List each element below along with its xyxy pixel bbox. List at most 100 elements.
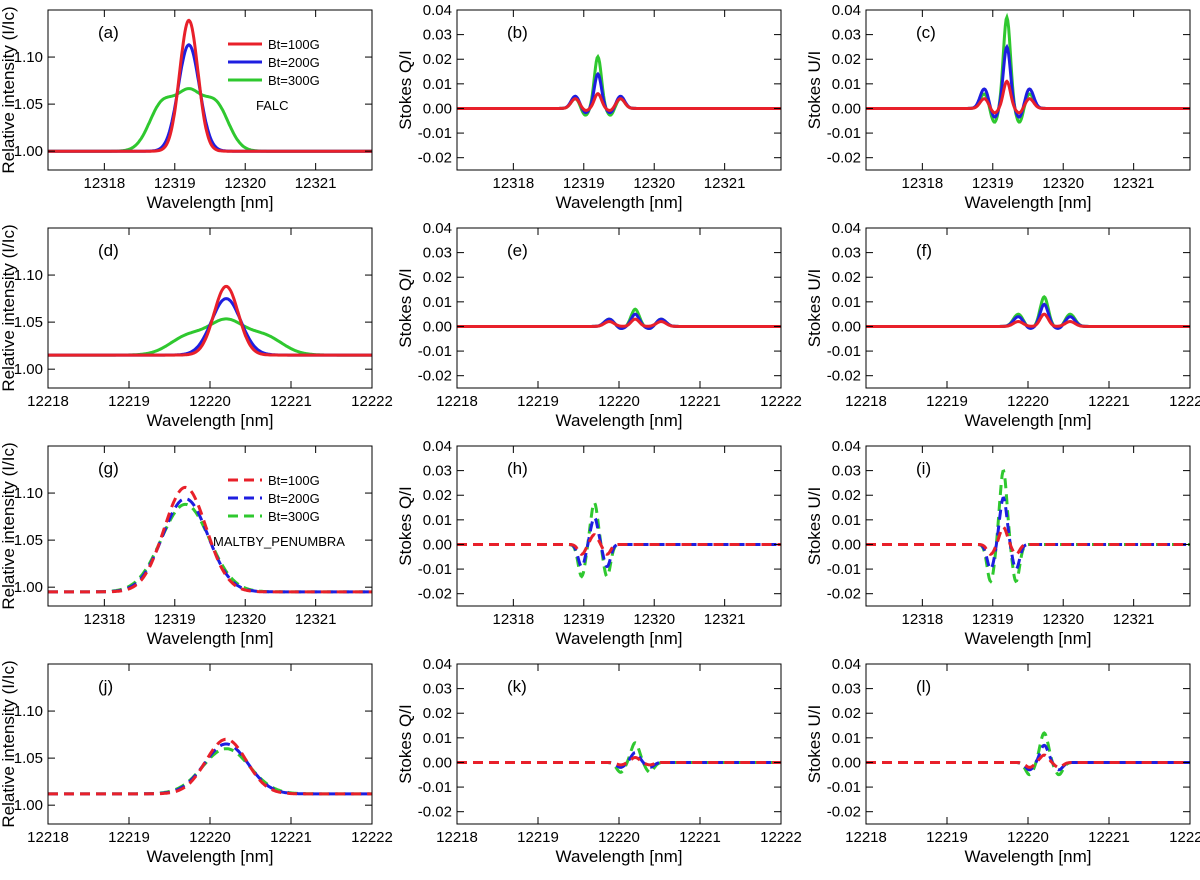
xtick-label-c: 12321 — [1113, 175, 1155, 192]
ytick-label-c: 0.04 — [832, 2, 861, 19]
ytick-label-e: -0.01 — [418, 343, 452, 360]
series-line-a-1 — [48, 18, 372, 153]
ytick-label-l: 0.00 — [832, 754, 861, 771]
xtick-label-e: 12219 — [517, 393, 559, 410]
ytick-label-a: 1.10 — [14, 49, 43, 66]
series-line-e-1 — [457, 317, 781, 328]
xtick-label-f: 12220 — [1007, 393, 1049, 410]
xtick-label-e: 12222 — [760, 393, 802, 410]
series-line-b-3 — [457, 53, 781, 117]
xtick-label-b: 12320 — [633, 175, 675, 192]
xtick-label-k: 12221 — [679, 829, 721, 846]
ytick-label-h: -0.02 — [418, 586, 452, 603]
xtick-label-i: 12320 — [1042, 611, 1084, 628]
ytick-label-l: 0.04 — [832, 656, 861, 673]
ytick-label-k: -0.02 — [418, 804, 452, 821]
x-axis-label-f: Wavelength [nm] — [965, 411, 1092, 430]
series-line-d-1 — [48, 284, 372, 357]
xtick-label-l: 12219 — [926, 829, 968, 846]
ytick-label-h: 0.02 — [423, 487, 452, 504]
ytick-label-c: 0.00 — [832, 100, 861, 117]
x-axis-label-i: Wavelength [nm] — [965, 629, 1092, 648]
legend-label-g-2: Bt=200G — [268, 491, 320, 506]
ytick-label-l: 0.02 — [832, 705, 861, 722]
y-axis-label-a: Relative intensity (I/Ic) — [0, 6, 18, 173]
plot-frame-d — [47, 227, 373, 389]
ytick-label-k: -0.01 — [418, 779, 452, 796]
xtick-label-b: 12318 — [492, 175, 534, 192]
ytick-label-b: -0.01 — [418, 125, 452, 142]
ytick-label-a: 1.00 — [14, 143, 43, 160]
legend-label-a-2: Bt=200G — [268, 55, 320, 70]
xtick-label-j: 12219 — [108, 829, 150, 846]
ytick-label-k: 0.03 — [423, 681, 452, 698]
xtick-label-h: 12320 — [633, 611, 675, 628]
xtick-label-a: 12320 — [224, 175, 266, 192]
xtick-label-d: 12220 — [189, 393, 231, 410]
xtick-label-d: 12219 — [108, 393, 150, 410]
plot-frame-e — [456, 227, 782, 389]
xtick-label-i: 12319 — [972, 611, 1014, 628]
ytick-label-f: 0.00 — [832, 318, 861, 335]
ytick-label-j: 1.05 — [14, 750, 43, 767]
ytick-label-k: 0.00 — [423, 754, 452, 771]
x-axis-label-a: Wavelength [nm] — [147, 193, 274, 212]
y-axis-label-h: Stokes Q/I — [396, 486, 415, 565]
panel-label-i: (i) — [916, 459, 931, 478]
panel-label-a: (a) — [98, 23, 119, 42]
xtick-label-i: 12318 — [901, 611, 943, 628]
ytick-label-c: -0.02 — [827, 150, 861, 167]
xtick-label-k: 12222 — [760, 829, 802, 846]
ytick-label-f: -0.01 — [827, 343, 861, 360]
series-line-k-1 — [457, 755, 781, 767]
xtick-label-h: 12321 — [704, 611, 746, 628]
xtick-label-b: 12321 — [704, 175, 746, 192]
xtick-label-d: 12221 — [270, 393, 312, 410]
xtick-label-k: 12220 — [598, 829, 640, 846]
y-axis-label-e: Stokes Q/I — [396, 268, 415, 347]
xtick-label-a: 12319 — [154, 175, 196, 192]
xtick-label-g: 12320 — [224, 611, 266, 628]
series-line-b-1 — [457, 92, 781, 112]
series-line-l-1 — [866, 753, 1190, 769]
ytick-label-i: 0.03 — [832, 463, 861, 480]
series-line-h-3 — [457, 501, 781, 579]
x-axis-label-h: Wavelength [nm] — [556, 629, 683, 648]
xtick-label-g: 12318 — [83, 611, 125, 628]
series-line-c-1 — [866, 79, 1190, 115]
ytick-label-i: 0.04 — [832, 438, 861, 455]
atmosphere-label-g: MALTBY_PENUMBRA — [213, 534, 345, 549]
ytick-label-b: 0.03 — [423, 27, 452, 44]
x-axis-label-g: Wavelength [nm] — [147, 629, 274, 648]
xtick-label-l: 12221 — [1088, 829, 1130, 846]
series-line-c-2 — [866, 43, 1190, 119]
y-axis-label-i: Stokes U/I — [805, 487, 824, 565]
ytick-label-d: 1.05 — [14, 314, 43, 331]
ytick-label-h: 0.00 — [423, 536, 452, 553]
ytick-label-e: -0.02 — [418, 368, 452, 385]
x-axis-label-l: Wavelength [nm] — [965, 847, 1092, 866]
ytick-label-d: 1.00 — [14, 361, 43, 378]
xtick-label-f: 12218 — [845, 393, 887, 410]
panel-label-j: (j) — [98, 677, 113, 696]
xtick-label-e: 12218 — [436, 393, 478, 410]
x-axis-label-j: Wavelength [nm] — [147, 847, 274, 866]
plot-frame-f — [865, 227, 1191, 389]
y-axis-label-d: Relative intensity (I/Ic) — [0, 224, 18, 391]
plot-frame-l — [865, 663, 1191, 825]
y-axis-label-g: Relative intensity (I/Ic) — [0, 442, 18, 609]
panel-label-f: (f) — [916, 241, 932, 260]
xtick-label-h: 12318 — [492, 611, 534, 628]
ytick-label-l: -0.01 — [827, 779, 861, 796]
ytick-label-f: 0.01 — [832, 294, 861, 311]
panel-label-g: (g) — [98, 459, 119, 478]
ytick-label-g: 1.00 — [14, 579, 43, 596]
x-axis-label-d: Wavelength [nm] — [147, 411, 274, 430]
atmosphere-label-a: FALC — [256, 98, 289, 113]
y-axis-label-f: Stokes U/I — [805, 269, 824, 347]
panel-label-e: (e) — [507, 241, 528, 260]
x-axis-label-c: Wavelength [nm] — [965, 193, 1092, 212]
series-line-b-2 — [457, 71, 781, 115]
